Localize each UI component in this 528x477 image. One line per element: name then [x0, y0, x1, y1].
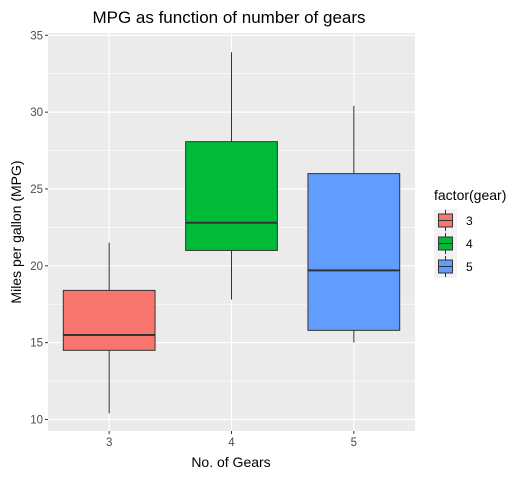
- chart-title: MPG as function of number of gears: [92, 8, 365, 27]
- y-tick-label: 10: [30, 414, 43, 426]
- box-iqr: [63, 290, 155, 350]
- y-tick-label: 25: [30, 184, 43, 196]
- legend: factor(gear) 3 4 5: [434, 187, 506, 278]
- legend-label: 4: [466, 237, 473, 251]
- legend-item-3: 3: [434, 209, 473, 232]
- x-axis-title: No. of Gears: [191, 454, 270, 470]
- legend-item-5: 5: [434, 255, 473, 278]
- x-tick-label: 5: [351, 437, 357, 449]
- legend-title: factor(gear): [434, 187, 506, 203]
- box-iqr: [186, 142, 278, 251]
- y-tick-label: 35: [30, 30, 43, 42]
- x-tick-label: 4: [228, 437, 235, 449]
- x-axis: 3 4 5: [106, 431, 357, 449]
- y-tick-label: 30: [30, 107, 43, 119]
- legend-item-4: 4: [434, 232, 473, 255]
- y-axis: 10 15 20 25 30 35: [30, 30, 48, 426]
- legend-label: 3: [466, 214, 473, 228]
- x-tick-label: 3: [106, 437, 112, 449]
- legend-label: 5: [466, 260, 473, 274]
- y-axis-title: Miles per gallon (MPG): [8, 160, 24, 303]
- y-tick-label: 15: [30, 338, 43, 350]
- box-iqr: [308, 174, 400, 331]
- y-tick-label: 20: [30, 261, 43, 273]
